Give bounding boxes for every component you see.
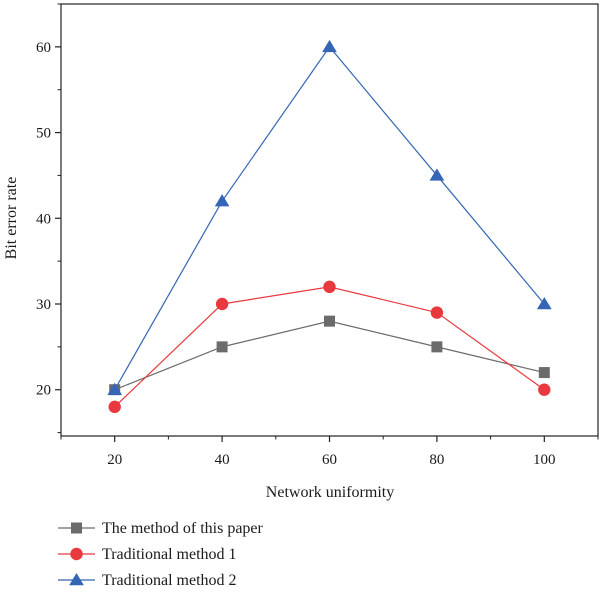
series-3-point (536, 297, 552, 310)
legend-item-1: The method of this paper (58, 520, 264, 537)
y-tick-label: 40 (36, 211, 51, 227)
axis-ticks (55, 3, 599, 442)
legend-swatch-marker (70, 547, 83, 561)
x-tick-label: 60 (322, 452, 337, 468)
x-tick-label: 20 (107, 452, 122, 468)
x-tick-label: 100 (533, 452, 556, 468)
plot-frame (60, 3, 599, 437)
series-2-point (215, 297, 229, 311)
legend-item-2: Traditional method 1 (58, 546, 237, 563)
series-3 (107, 39, 552, 395)
legend-label: The method of this paper (102, 520, 264, 537)
series-2-point (430, 306, 444, 319)
series-1 (109, 315, 550, 396)
series-3-point (322, 39, 337, 53)
series-3-line (114, 45, 545, 391)
x-tick-label: 80 (429, 452, 444, 468)
plot-border (60, 3, 599, 437)
legend-label: Traditional method 1 (102, 546, 237, 563)
series-2-point (538, 383, 551, 396)
x-axis-title: Network uniformity (266, 484, 394, 501)
legend-swatch-marker (69, 573, 84, 586)
series-1-point (216, 341, 228, 353)
y-axis-title: Bit error rate (3, 177, 20, 260)
series-3-point (214, 194, 230, 207)
series-1-point (324, 315, 335, 327)
series-2-point (323, 280, 336, 294)
series-1-point (431, 341, 443, 353)
legend: The method of this paper Traditional meth… (58, 520, 264, 589)
series-3-point (107, 382, 123, 395)
series-2-line (114, 286, 545, 408)
y-tick-label: 50 (36, 126, 51, 142)
tick-labels: 20 40 60 80 100 20 30 40 50 60 (36, 40, 556, 468)
series-1-point (538, 367, 550, 379)
x-tick-label: 40 (215, 452, 230, 468)
legend-label: Traditional method 2 (102, 572, 237, 589)
legend-swatch-marker (71, 522, 82, 534)
series-layer (107, 39, 552, 414)
series-3-point (429, 168, 445, 181)
series-2 (108, 280, 551, 414)
y-tick-label: 20 (36, 383, 51, 399)
series-1-line (114, 320, 545, 391)
legend-item-3: Traditional method 2 (58, 572, 237, 589)
y-tick-label: 60 (36, 40, 51, 56)
y-tick-label: 30 (36, 297, 51, 313)
series-2-point (108, 400, 121, 414)
